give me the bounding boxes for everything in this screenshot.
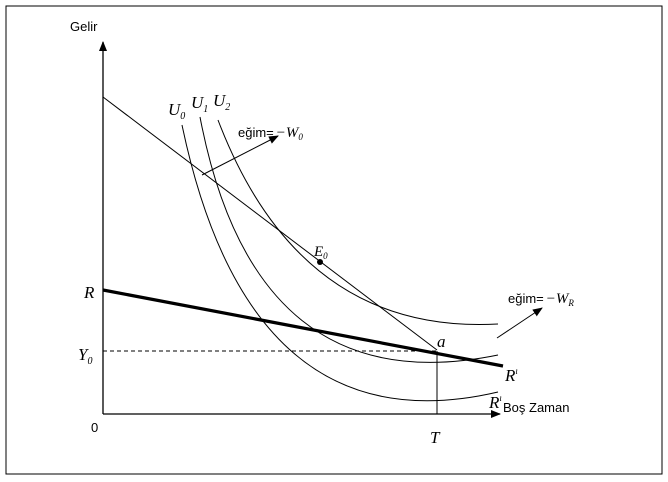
- label-u1: U1: [191, 93, 208, 115]
- label-u2: U2: [213, 91, 230, 113]
- indifference-curve-u1: [199, 116, 499, 363]
- reservation-wage-line: [102, 288, 504, 368]
- slope-arrow-w0: [201, 135, 279, 176]
- label-y0: Y0: [78, 345, 92, 367]
- budget-line-w0: [102, 96, 438, 351]
- label-u0: U0: [168, 100, 185, 122]
- slope-arrow-wr: [496, 307, 543, 339]
- label-r: R: [83, 283, 95, 302]
- indifference-curve-u2: [217, 119, 499, 326]
- x-axis-label: Boş Zaman: [503, 400, 569, 415]
- label-t: T: [430, 428, 441, 447]
- label-e0: E0: [313, 244, 328, 261]
- label-r-prime-2: Rı: [488, 393, 502, 412]
- label-r-prime-1: Rı: [504, 366, 518, 385]
- indifference-curve-u0: [181, 124, 499, 402]
- origin-label: 0: [91, 420, 98, 435]
- y-axis-label: Gelir: [70, 19, 98, 34]
- figure-frame: [5, 5, 663, 475]
- slope-label-wr: eğim= −WR: [508, 291, 574, 308]
- label-a: a: [437, 332, 446, 351]
- equilibrium-point-e0: [317, 259, 323, 265]
- slope-label-w0: eğim= −W0: [238, 125, 303, 142]
